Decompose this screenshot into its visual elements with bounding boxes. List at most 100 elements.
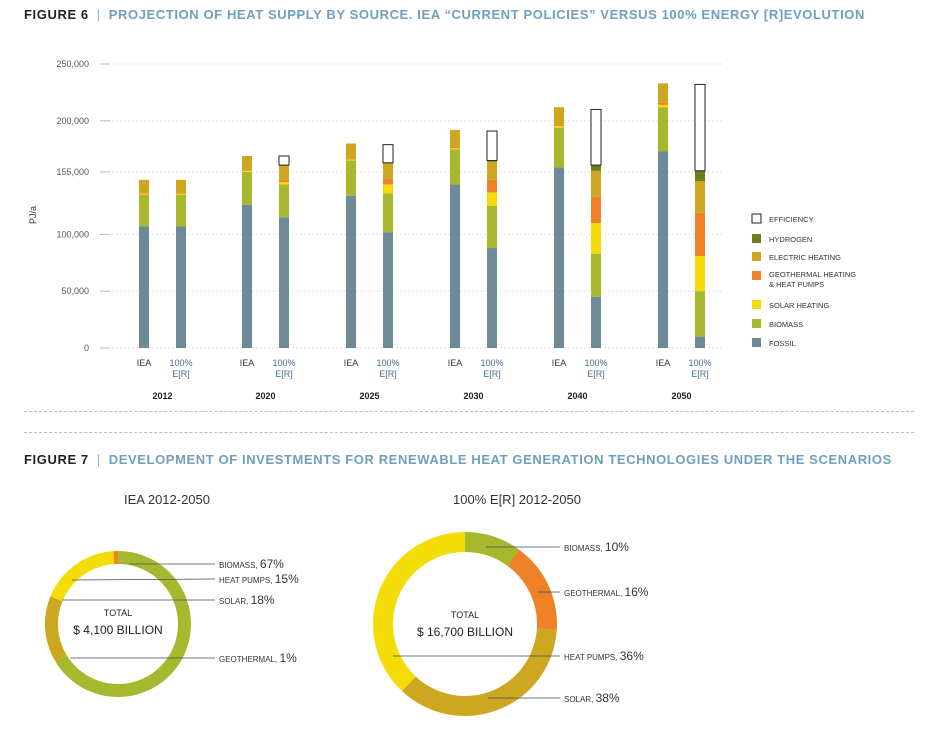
slice-value: 38% (596, 691, 620, 705)
donut-slice-geothermal (507, 549, 557, 630)
bar-segment-fossil (176, 226, 186, 348)
scenario-label: IEA (552, 358, 567, 368)
divider-bottom (24, 432, 914, 433)
bar-segment-electric (383, 162, 393, 179)
bar-segment-electric (279, 165, 289, 180)
bar-segment-geothermal (591, 196, 601, 224)
figure-7-heading: DEVELOPMENT OF INVESTMENTS FOR RENEWABLE… (108, 452, 892, 467)
bar-segment-fossil (242, 204, 252, 348)
scenario-label: 100% (272, 358, 295, 368)
scenario-label: E[R] (172, 369, 190, 379)
slice-name: SOLAR, (219, 597, 251, 606)
bar-segment-geothermal (383, 178, 393, 185)
divider-top (24, 411, 914, 412)
bar-segment-solar (242, 170, 252, 172)
bar-segment-electric (139, 179, 149, 193)
title-separator: | (96, 7, 101, 22)
slice-label: HEAT PUMPS, 15% (219, 572, 299, 586)
bar-segment-hydrogen (695, 170, 705, 182)
bar-segment-electric (176, 179, 186, 193)
bar-segment-efficiency (590, 108, 602, 166)
slice-label: SOLAR, 18% (219, 593, 275, 607)
slice-name: BIOMASS, (564, 544, 605, 553)
slice-value: 1% (279, 651, 297, 665)
y-tick-label: 250,000 (56, 59, 89, 69)
donut-title: 100% E[R] 2012-2050 (453, 492, 581, 507)
title-separator: | (96, 452, 101, 467)
bar-segment-fossil (383, 232, 393, 348)
scenario-label: E[R] (587, 369, 605, 379)
legend-label: SOLAR HEATING (769, 301, 829, 310)
bar-segment-geothermal (279, 179, 289, 183)
donut-total-value: $ 16,700 BILLION (417, 625, 513, 639)
legend-label: EFFICIENCY (769, 215, 814, 224)
bar-segment-solar (658, 104, 668, 108)
bar-segment-electric (487, 161, 497, 180)
legend-swatch-efficiency (751, 213, 762, 224)
bar-segment-electric (242, 156, 252, 170)
legend-swatch-biomass (752, 319, 761, 328)
legend-swatch-fossil (752, 338, 761, 347)
bar-segment-hydrogen (487, 160, 497, 162)
bar-segment-geothermal (346, 158, 356, 160)
bar-segment-geothermal (658, 102, 668, 105)
legend-label: ELECTRIC HEATING (769, 253, 841, 262)
slice-name: BIOMASS, (219, 561, 260, 570)
bar-segment-efficiency (486, 130, 498, 162)
investment-donut-charts: IEA 2012-2050 TOTAL $ 4,100 BILLION BIOMASS… (44, 492, 649, 716)
bar-segment-geothermal (554, 124, 564, 126)
bar-segment-solar (487, 192, 497, 206)
scenario-label: 100% (169, 358, 192, 368)
scenario-label: E[R] (691, 369, 709, 379)
slice-name: GEOTHERMAL, (564, 589, 624, 598)
legend-label: HYDROGEN (769, 235, 812, 244)
donut-total-label: TOTAL (104, 608, 132, 618)
bar-segment-biomass (139, 194, 149, 227)
figure-6-title: FIGURE 6 | PROJECTION OF HEAT SUPPLY BY SO… (24, 7, 865, 22)
bar-segment-solar (695, 255, 705, 292)
donut-slice-solar (373, 532, 465, 692)
figure-6-label: FIGURE 6 (24, 7, 89, 22)
bar-segment-solar (139, 193, 149, 195)
scenario-label: 100% (480, 358, 503, 368)
figure-7-title: FIGURE 7 | DEVELOPMENT OF INVESTMENTS FOR … (24, 452, 892, 467)
figure-7-label: FIGURE 7 (24, 452, 89, 467)
bar-segment-biomass (695, 291, 705, 337)
scenario-label: 100% (688, 358, 711, 368)
slice-value: 16% (624, 585, 648, 599)
y-axis-label: PJ/a (28, 206, 38, 224)
legend-label: BIOMASS (769, 320, 803, 329)
slice-value: 15% (275, 572, 299, 586)
slice-label: GEOTHERMAL, 16% (564, 585, 649, 599)
bar-segment-electric (554, 107, 564, 125)
scenario-label: IEA (448, 358, 463, 368)
bar-segment-solar (383, 184, 393, 194)
bar-segment-solar (346, 159, 356, 161)
legend-label: FOSSIL (769, 339, 796, 348)
scenario-label: 100% (584, 358, 607, 368)
bar-segment-solar (554, 125, 564, 128)
slice-label: GEOTHERMAL, 1% (219, 651, 297, 665)
scenario-label: IEA (137, 358, 152, 368)
slice-value: 18% (251, 593, 275, 607)
slice-label: BIOMASS, 67% (219, 557, 284, 571)
scenario-label: E[R] (379, 369, 397, 379)
bar-segment-solar (591, 223, 601, 254)
bar-segment-fossil (279, 217, 289, 348)
bar-segment-geothermal (487, 179, 497, 193)
bar-segment-geothermal (176, 192, 186, 194)
slice-label: BIOMASS, 10% (564, 540, 629, 554)
bar-segment-biomass (658, 107, 668, 152)
bar-segment-electric (658, 83, 668, 103)
scenario-label: E[R] (275, 369, 293, 379)
bar-segment-solar (279, 182, 289, 185)
bar-segment-electric (450, 129, 460, 147)
bar-segment-efficiency (382, 144, 394, 164)
donut-slice-solar (50, 551, 115, 602)
donut-slice-heat-pumps (402, 628, 557, 716)
bar-segment-biomass (346, 160, 356, 196)
bar-segment-biomass (487, 206, 497, 249)
donut-title: IEA 2012-2050 (124, 492, 210, 507)
legend-swatch-hydrogen (752, 234, 761, 243)
leader-line (71, 578, 216, 581)
